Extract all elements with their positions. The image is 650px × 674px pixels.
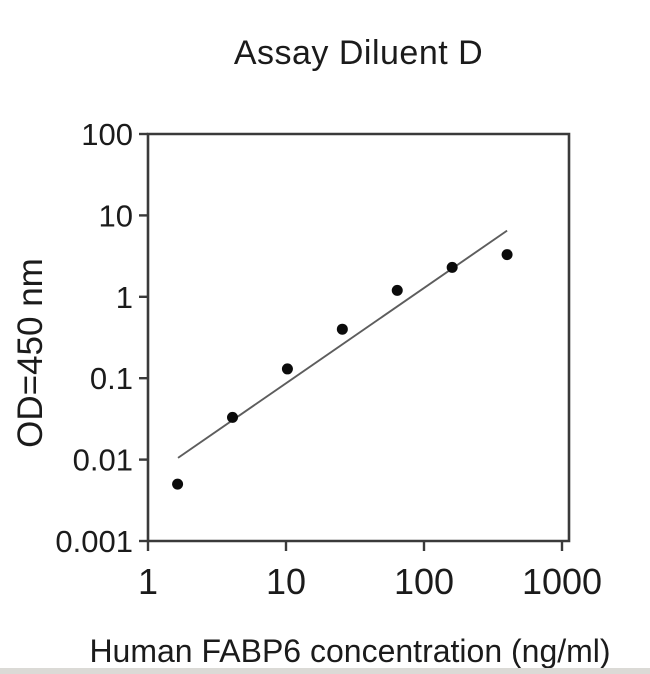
x-tick-label: 10 — [266, 561, 306, 602]
y-tick-label: 10 — [99, 198, 133, 233]
data-point — [446, 261, 458, 273]
data-point — [501, 249, 513, 261]
data-point — [172, 478, 184, 490]
y-tick-label: 1 — [116, 280, 133, 315]
x-tick-label: 1 — [138, 561, 158, 602]
data-point — [281, 363, 293, 375]
data-point — [336, 323, 348, 335]
data-point — [227, 411, 239, 423]
y-tick-label: 0.1 — [90, 361, 133, 396]
x-tick-label: 100 — [394, 561, 454, 602]
y-tick-label: 100 — [81, 117, 133, 152]
chart-title: Assay Diluent D — [233, 34, 484, 72]
data-point — [391, 284, 403, 296]
plot-frame — [146, 132, 571, 543]
fit-line — [177, 229, 508, 459]
y-tick-label: 0.001 — [55, 524, 133, 559]
x-tick-label: 1000 — [522, 561, 602, 602]
bottom-edge-artifact — [0, 668, 650, 674]
x-axis-caption: Human FABP6 concentration (ng/ml) — [89, 633, 611, 669]
y-tick-label: 0.01 — [73, 443, 133, 478]
